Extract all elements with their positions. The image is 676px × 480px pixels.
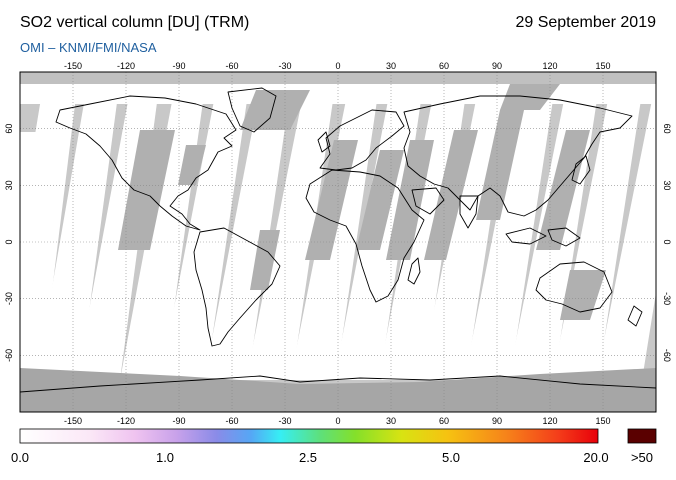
lat-tick-label: -30	[4, 292, 14, 305]
colorbar-label-2: 2.5	[298, 450, 318, 465]
coastlines	[20, 87, 656, 393]
lon-tick-label: -30	[278, 61, 291, 71]
lon-tick-label: 90	[492, 61, 502, 71]
map-date: 29 September 2019	[515, 14, 656, 31]
colorbar	[19, 428, 599, 444]
lon-tick-label: -150	[64, 416, 82, 426]
lon-tick-label: -120	[117, 61, 135, 71]
graticule	[20, 72, 656, 412]
swath-gaps	[118, 84, 606, 320]
lon-tick-label: -60	[225, 416, 238, 426]
lon-tick-label: -60	[225, 61, 238, 71]
lon-tick-label: -90	[172, 61, 185, 71]
lon-tick-label: 90	[492, 416, 502, 426]
lon-tick-label: -120	[117, 416, 135, 426]
colorbar-label-3: 5.0	[441, 450, 461, 465]
lat-tick-label: -60	[4, 349, 14, 362]
lon-tick-label: 0	[335, 61, 340, 71]
lon-tick-label: -30	[278, 416, 291, 426]
colorbar-overflow-label: >50	[630, 450, 654, 465]
source-credit: OMI – KNMI/FMI/NASA	[20, 40, 157, 55]
lat-tick-label: 0	[4, 239, 14, 244]
lat-tick-label: 60	[4, 124, 14, 134]
lat-tick-label: 30	[662, 180, 672, 190]
lat-ticks-left: 60 30 0 -30 -60	[4, 124, 14, 362]
lat-tick-label: 0	[662, 239, 672, 244]
colorbar-label-1: 1.0	[155, 450, 175, 465]
lon-ticks-bottom: -150 -120 -90 -60 -30 0 30 60 90 120 150	[64, 416, 611, 426]
lat-tick-label: -30	[662, 292, 672, 305]
lon-tick-label: 0	[335, 416, 340, 426]
colorbar-label-0: 0.0	[10, 450, 30, 465]
lat-ticks-right: 60 30 0 -30 -60	[662, 124, 672, 362]
lon-tick-label: 30	[386, 416, 396, 426]
lon-tick-label: 120	[542, 61, 557, 71]
lon-tick-label: 30	[386, 61, 396, 71]
lon-tick-label: 120	[542, 416, 557, 426]
lat-tick-label: -60	[662, 349, 672, 362]
lon-tick-label: -150	[64, 61, 82, 71]
lon-tick-label: 60	[439, 416, 449, 426]
lat-tick-label: 30	[4, 180, 14, 190]
colorbar-label-4: 20.0	[583, 450, 609, 465]
lat-tick-label: 60	[662, 124, 672, 134]
map-title: SO2 vertical column [DU] (TRM)	[20, 14, 250, 31]
lon-tick-label: 60	[439, 61, 449, 71]
lon-ticks-top: -150 -120 -90 -60 -30 0 30 60 90 120 150	[64, 61, 611, 71]
colorbar-overflow-box	[627, 428, 657, 444]
lon-tick-label: 150	[595, 416, 610, 426]
map-frame	[19, 71, 657, 413]
lon-tick-label: -90	[172, 416, 185, 426]
lon-tick-label: 150	[595, 61, 610, 71]
